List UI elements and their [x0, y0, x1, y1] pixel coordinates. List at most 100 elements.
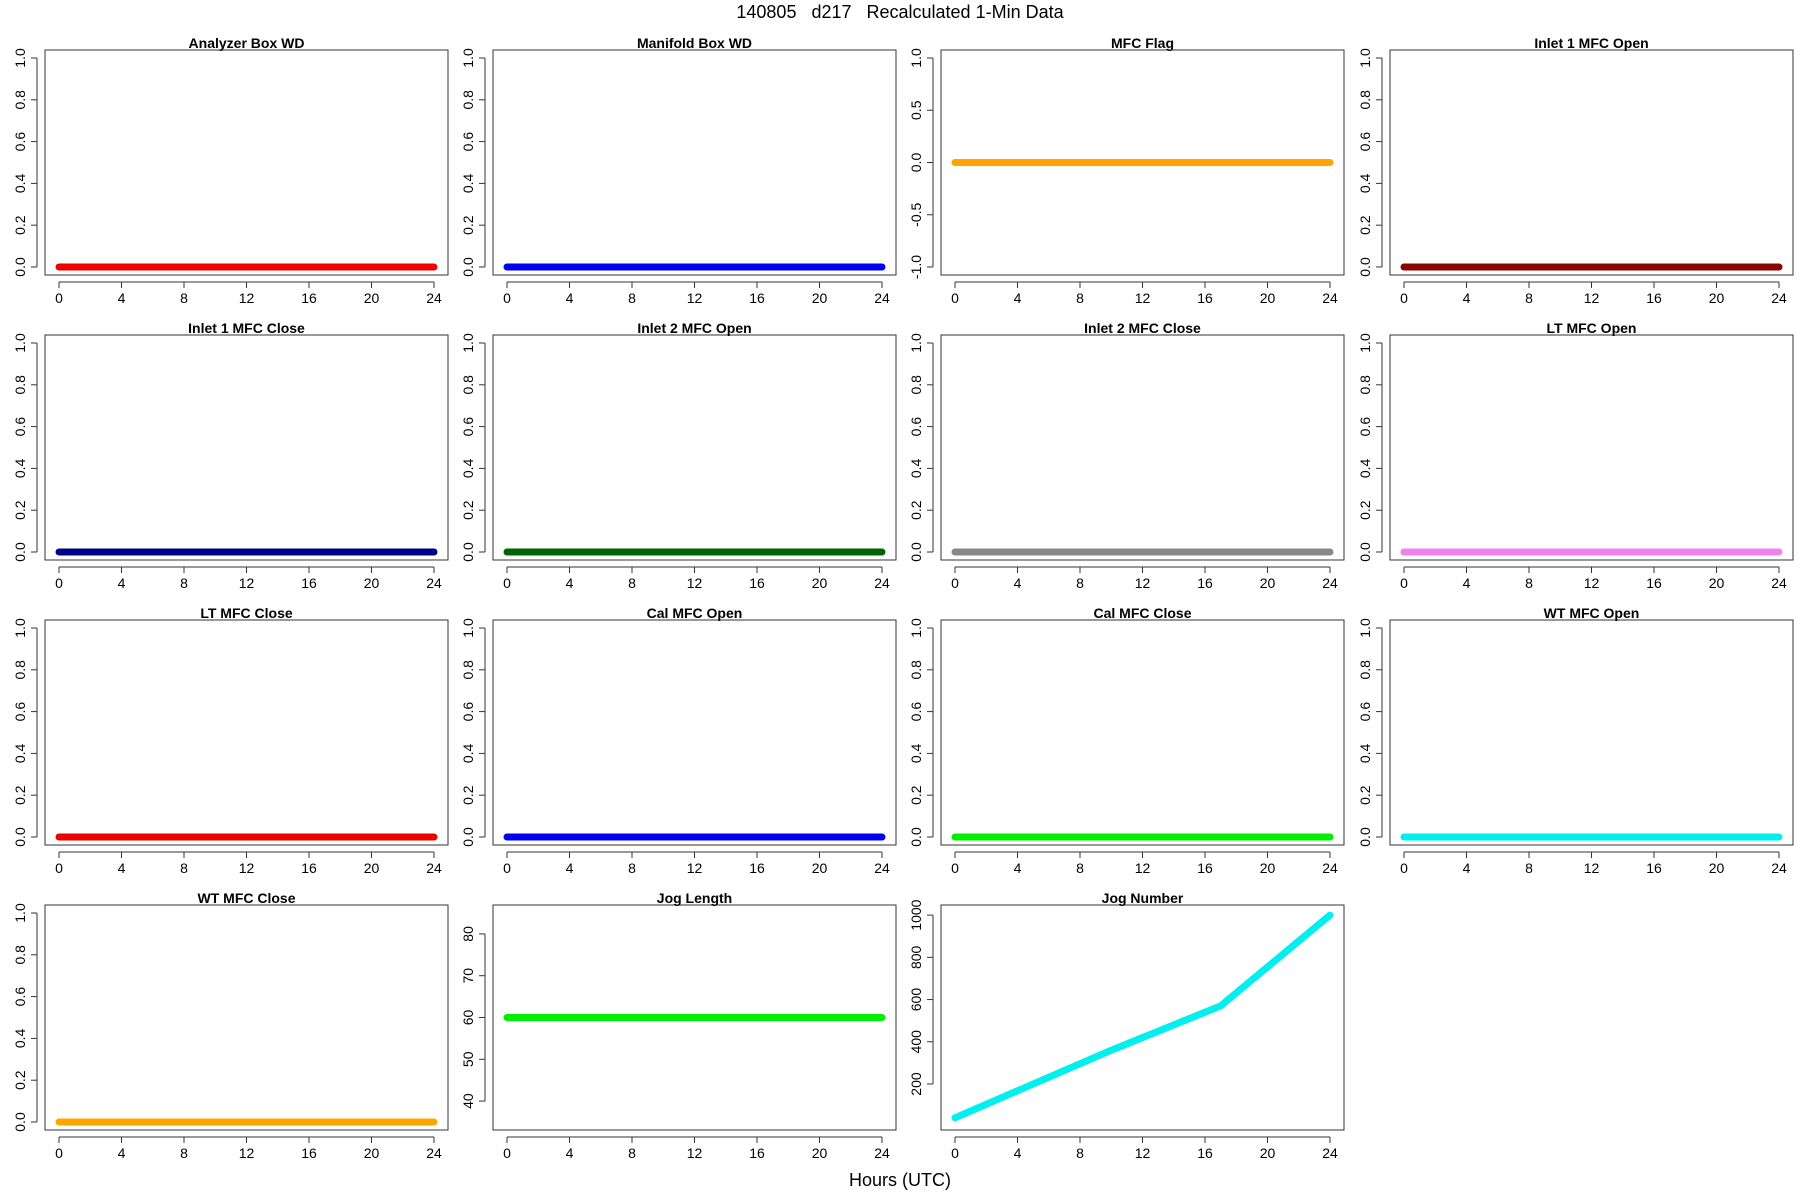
x-tick-label: 12: [1584, 290, 1600, 306]
y-tick-label: 0.4: [12, 1028, 28, 1048]
y-tick-label: 0.4: [908, 458, 924, 478]
panel-title: WT MFC Close: [198, 890, 296, 906]
x-tick-label: 8: [628, 1145, 636, 1161]
x-tick-label: 16: [749, 575, 765, 591]
x-tick-label: 24: [426, 1145, 442, 1161]
x-tick-label: 12: [239, 860, 255, 876]
x-tick-label: 8: [628, 290, 636, 306]
panel-title: Jog Length: [657, 890, 732, 906]
y-tick-label: 0.6: [908, 702, 924, 722]
x-tick-label: 24: [1322, 860, 1338, 876]
y-tick-label: 1.0: [1357, 618, 1373, 638]
y-tick-label: 0.6: [1357, 132, 1373, 152]
series-line: [951, 911, 1334, 1122]
panel-title: Inlet 1 MFC Close: [188, 320, 305, 336]
x-tick-label: 20: [1260, 1145, 1276, 1161]
y-tick-label: 0.4: [460, 458, 476, 478]
x-tick-label: 4: [566, 860, 574, 876]
x-tick-label: 20: [364, 575, 380, 591]
x-tick-label: 20: [812, 575, 828, 591]
y-tick-label: 0.6: [460, 132, 476, 152]
y-tick-label: 1.0: [908, 618, 924, 638]
x-tick-label: 12: [687, 860, 703, 876]
y-tick-label: 0.0: [460, 257, 476, 277]
x-tick-label: 24: [1322, 575, 1338, 591]
panel-inlet-1-mfc-close: Inlet 1 MFC Close 0 4 8 12 16 20 24 0.0 0.2 0.4 0.6…: [12, 320, 449, 591]
x-tick-label: 16: [1197, 575, 1213, 591]
y-tick-label: 0.8: [1357, 375, 1373, 395]
x-tick-label: 16: [749, 860, 765, 876]
y-tick-label: 0.2: [12, 785, 28, 805]
y-tick-label: 0.2: [12, 1070, 28, 1090]
x-tick-label: 24: [874, 860, 890, 876]
x-tick-label: 4: [1014, 1145, 1022, 1161]
y-tick-label: 0.8: [12, 375, 28, 395]
x-tick-label: 24: [426, 290, 442, 306]
x-tick-label: 20: [364, 1145, 380, 1161]
x-tick-label: 20: [364, 860, 380, 876]
x-tick-label: 0: [1400, 860, 1408, 876]
y-tick-label: 1.0: [1357, 48, 1373, 68]
y-tick-label: 1.0: [12, 333, 28, 353]
x-tick-label: 0: [951, 290, 959, 306]
x-tick-label: 24: [874, 575, 890, 591]
y-tick-label: 0.8: [460, 90, 476, 110]
y-tick-label: 0.8: [1357, 660, 1373, 680]
y-tick-label: 0.5: [908, 100, 924, 120]
y-tick-label: 0.8: [908, 660, 924, 680]
x-tick-label: 12: [1584, 575, 1600, 591]
x-tick-label: 4: [118, 290, 126, 306]
x-tick-label: 4: [1463, 290, 1471, 306]
x-tick-label: 12: [687, 290, 703, 306]
x-tick-label: 0: [951, 575, 959, 591]
y-tick-label: 1.0: [1357, 333, 1373, 353]
y-tick-label: 0.4: [12, 458, 28, 478]
x-tick-label: 20: [812, 290, 828, 306]
panel-title: Cal MFC Open: [647, 605, 743, 621]
panel-analyzer-box-wd: Analyzer Box WD 0 4 8 12 16 20 24 0.0 0.2 0.4 0.6 0.…: [12, 35, 449, 306]
panel-wt-mfc-close: WT MFC Close 0 4 8 12 16 20 24 0.0 0.2 0.4 0.6 0.8 1.…: [12, 890, 449, 1161]
plot-frame: [1389, 334, 1794, 561]
panel-title: Inlet 1 MFC Open: [1534, 35, 1648, 51]
y-tick-label: 0.8: [460, 660, 476, 680]
plot-frame: [492, 334, 897, 561]
y-tick-label: 0.8: [1357, 90, 1373, 110]
y-tick-label: 0.0: [908, 542, 924, 562]
x-tick-label: 24: [1322, 1145, 1338, 1161]
x-tick-label: 0: [55, 575, 63, 591]
y-tick-label: -0.5: [908, 202, 924, 226]
x-tick-label: 4: [1014, 290, 1022, 306]
x-tick-label: 0: [55, 290, 63, 306]
y-tick-label: 1.0: [12, 903, 28, 923]
y-tick-label: 0.4: [1357, 458, 1373, 478]
y-tick-label: 80: [460, 926, 476, 942]
x-tick-label: 0: [951, 860, 959, 876]
x-tick-label: 8: [1076, 1145, 1084, 1161]
panel-mfc-flag: MFC Flag 0 4 8 12 16 20 24 -1.0 -0.5 0.0 0.5 1.0: [908, 35, 1345, 306]
y-tick-label: -1.0: [908, 255, 924, 279]
x-tick-label: 8: [180, 1145, 188, 1161]
panel-wt-mfc-open: WT MFC Open 0 4 8 12 16 20 24 0.0 0.2 0.4 0.6 0.8 1.0: [1357, 605, 1794, 876]
y-tick-label: 0.6: [12, 132, 28, 152]
x-tick-label: 24: [874, 290, 890, 306]
x-tick-label: 12: [687, 1145, 703, 1161]
x-tick-label: 4: [1014, 575, 1022, 591]
x-tick-label: 8: [180, 860, 188, 876]
x-tick-label: 12: [239, 290, 255, 306]
x-tick-label: 0: [503, 860, 511, 876]
y-tick-label: 0.6: [460, 702, 476, 722]
x-tick-label: 20: [1260, 575, 1276, 591]
x-tick-label: 12: [1135, 290, 1151, 306]
y-tick-label: 0.6: [908, 417, 924, 437]
y-tick-label: 0.6: [1357, 417, 1373, 437]
panel-title: MFC Flag: [1111, 35, 1174, 51]
y-tick-label: 0.4: [1357, 173, 1373, 193]
x-tick-label: 4: [118, 1145, 126, 1161]
x-tick-label: 16: [749, 290, 765, 306]
panel-lt-mfc-open: LT MFC Open 0 4 8 12 16 20 24 0.0 0.2 0.4 0.6 0.8 1.0: [1357, 320, 1794, 591]
y-tick-label: 0.8: [12, 90, 28, 110]
y-tick-label: 1.0: [12, 48, 28, 68]
y-tick-label: 0.8: [12, 945, 28, 965]
y-tick-label: 0.4: [12, 173, 28, 193]
x-tick-label: 0: [503, 1145, 511, 1161]
